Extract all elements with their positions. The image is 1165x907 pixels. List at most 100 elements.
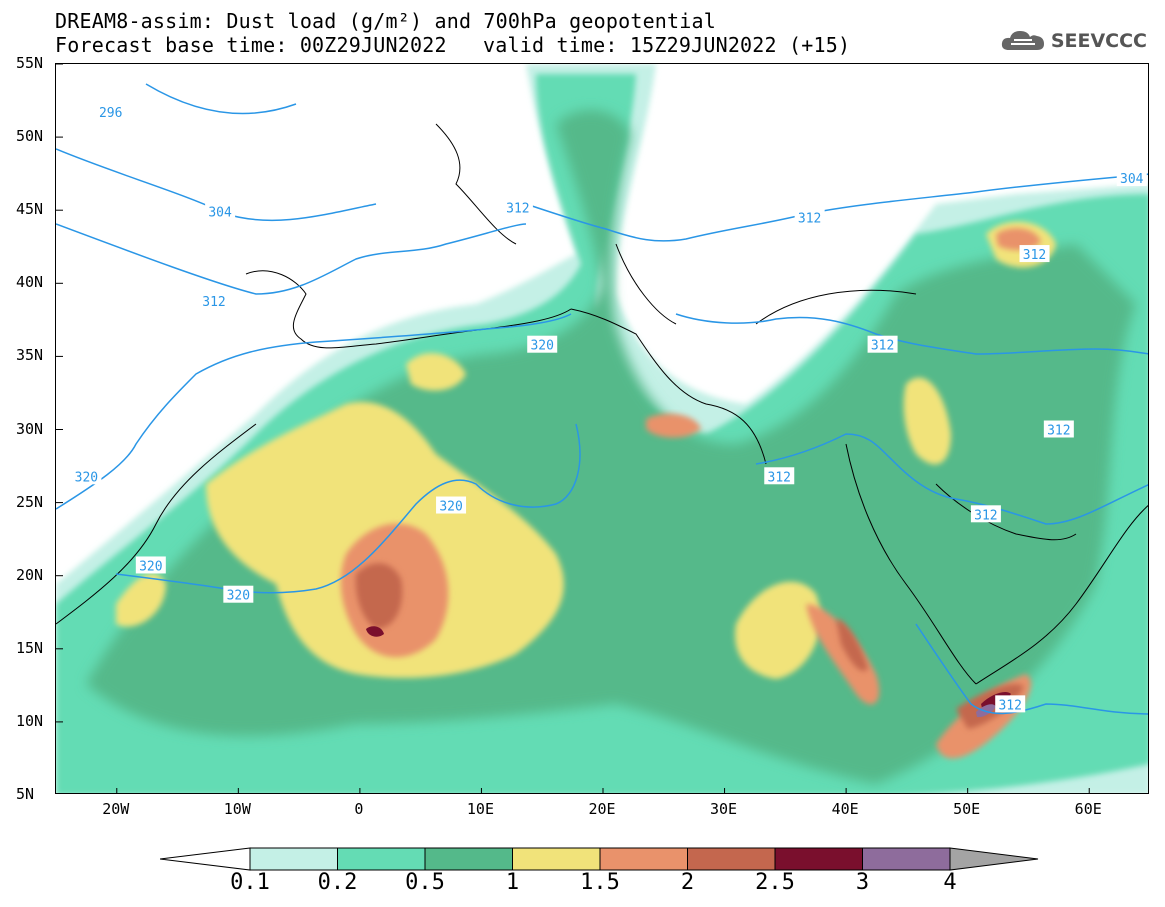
contour-label: 296 bbox=[95, 103, 126, 121]
colorbar-cell bbox=[774, 847, 863, 871]
seevccc-logo: SEEVCCC bbox=[999, 28, 1147, 54]
lon-tick-label: 20E bbox=[588, 800, 616, 818]
contour-label: 320 bbox=[527, 335, 558, 354]
lat-tick-label: 20N bbox=[16, 565, 44, 584]
map-canvas: 296 304 312 320 320 320 320 320 312 312 312 312 312 3… bbox=[56, 64, 1148, 793]
contour-label: 312 bbox=[502, 198, 533, 216]
colorbar-label: 3 bbox=[855, 870, 870, 895]
lon-tick-label: 20W bbox=[102, 800, 130, 818]
lat-tick-label: 50N bbox=[16, 127, 44, 146]
contour-label-text: 320 bbox=[530, 339, 553, 354]
colorbar bbox=[160, 847, 1039, 871]
contour-label: 312 bbox=[1043, 420, 1074, 439]
contour-label-box bbox=[205, 202, 236, 220]
lon-tick-label: 60E bbox=[1074, 800, 1102, 818]
contour-label: 312 bbox=[764, 467, 795, 485]
contour-label: 304 bbox=[1116, 169, 1147, 187]
contour-label-text: 320 bbox=[439, 500, 462, 515]
contour-label-text: 312 bbox=[798, 212, 821, 227]
contour-label-text: 320 bbox=[75, 470, 98, 485]
contour-label-box bbox=[223, 585, 254, 603]
contour-label: 320 bbox=[436, 496, 467, 515]
colorbar-label: 1.5 bbox=[580, 870, 620, 895]
colorbar-cell bbox=[424, 847, 513, 871]
lon-tick-label: 50E bbox=[953, 800, 981, 818]
contour-label-text: 312 bbox=[1047, 424, 1070, 439]
contour-label: 304 bbox=[205, 202, 236, 221]
contour-label-box bbox=[95, 103, 126, 121]
dust-shading-layer bbox=[56, 64, 1148, 793]
lat-tick-label: 25N bbox=[16, 492, 44, 511]
cloud-icon bbox=[1001, 31, 1044, 50]
contour-label-text: 304 bbox=[208, 206, 232, 221]
colorbar-cell bbox=[512, 847, 601, 871]
logo-text: SEEVCCC bbox=[1050, 30, 1147, 52]
lat-tick-label: 5N bbox=[16, 785, 35, 803]
dust-band-2.5 bbox=[366, 626, 384, 637]
valid-time: valid time: 15Z29JUN2022 (+15) bbox=[483, 33, 851, 57]
dust-band-1.5 bbox=[996, 228, 1041, 251]
contour-label-text: 312 bbox=[202, 295, 225, 310]
dust-band-2 bbox=[355, 563, 403, 629]
contour-label-box bbox=[71, 467, 102, 485]
contour-label: 312 bbox=[867, 335, 898, 354]
lon-tick-label: 0 bbox=[354, 800, 364, 818]
contour-label-box bbox=[764, 467, 795, 485]
contour-label-text: 296 bbox=[99, 106, 122, 121]
lat-tick-label: 10N bbox=[16, 711, 44, 730]
lon-tick-label: 40E bbox=[831, 800, 859, 818]
lon-tick-label: 10W bbox=[223, 800, 251, 818]
lat-tick-label: 15N bbox=[16, 638, 44, 657]
dust-load-map: 296 304 312 320 320 320 320 320 312 312 312 312 312 3… bbox=[55, 63, 1149, 794]
colorbar-cell bbox=[249, 847, 338, 871]
contour-label: 312 bbox=[199, 291, 230, 310]
colorbar-label: 0.5 bbox=[405, 870, 445, 895]
contour-label-box bbox=[970, 505, 1001, 523]
contour-label-text: 312 bbox=[998, 698, 1021, 713]
contour-label-box bbox=[867, 335, 898, 353]
colorbar-cell bbox=[337, 847, 426, 871]
contour-label-text: 320 bbox=[139, 559, 162, 574]
contour-label-box bbox=[135, 556, 166, 574]
lat-tick-label: 55N bbox=[16, 54, 44, 72]
contour-label: 320 bbox=[223, 585, 254, 604]
contour-label-text: 312 bbox=[506, 201, 529, 216]
contour-label-text: 312 bbox=[1023, 248, 1046, 263]
geopotential-contours-layer bbox=[56, 83, 1148, 715]
contour-label-box bbox=[995, 695, 1026, 713]
dust-band-1 bbox=[116, 573, 166, 627]
colorbar-label: 0.1 bbox=[230, 870, 270, 895]
contour-label: 312 bbox=[995, 695, 1026, 713]
dust-band-2 bbox=[836, 619, 868, 672]
contour-label-text: 304 bbox=[1120, 172, 1144, 187]
lon-tick-label: 10E bbox=[466, 800, 494, 818]
lat-tick-label: 45N bbox=[16, 200, 44, 219]
dust-band-1 bbox=[406, 353, 466, 391]
contour-label-text: 312 bbox=[871, 339, 894, 354]
map-title: DREAM8-assim: Dust load (g/m²) and 700hP… bbox=[55, 9, 717, 33]
lon-tick-label: 30E bbox=[710, 800, 738, 818]
colorbar-cell bbox=[687, 847, 776, 871]
contour-label-text: 312 bbox=[974, 508, 997, 523]
contour-labels-layer: 296 304 312 320 320 320 320 320 312 312 312 312 312 3… bbox=[71, 103, 1147, 713]
contour-label-box bbox=[502, 198, 533, 216]
contour-label-text: 312 bbox=[768, 470, 791, 485]
dust-band-1 bbox=[903, 377, 951, 465]
lat-tick-label: 30N bbox=[16, 419, 44, 438]
colorbar-label: 2 bbox=[680, 870, 695, 895]
contour-label-box bbox=[199, 291, 230, 309]
colorbar-under-arrow bbox=[160, 847, 251, 871]
forecast-times: Forecast base time: 00Z29JUN2022 valid ti… bbox=[55, 33, 850, 57]
contour-label: 320 bbox=[135, 556, 166, 574]
colorbar-cell bbox=[599, 847, 688, 871]
contour-label-text: 320 bbox=[227, 589, 250, 604]
lat-tick-label: 35N bbox=[16, 346, 44, 365]
contour-label: 312 bbox=[970, 505, 1001, 523]
dust-band-1.5 bbox=[646, 413, 701, 438]
coastlines-layer bbox=[56, 123, 1148, 685]
colorbar-label: 4 bbox=[943, 870, 957, 895]
contour-label-box bbox=[1116, 169, 1147, 187]
contour-label-box bbox=[794, 208, 825, 226]
contour-label-box bbox=[1043, 420, 1074, 438]
colorbar-cell bbox=[862, 847, 951, 871]
